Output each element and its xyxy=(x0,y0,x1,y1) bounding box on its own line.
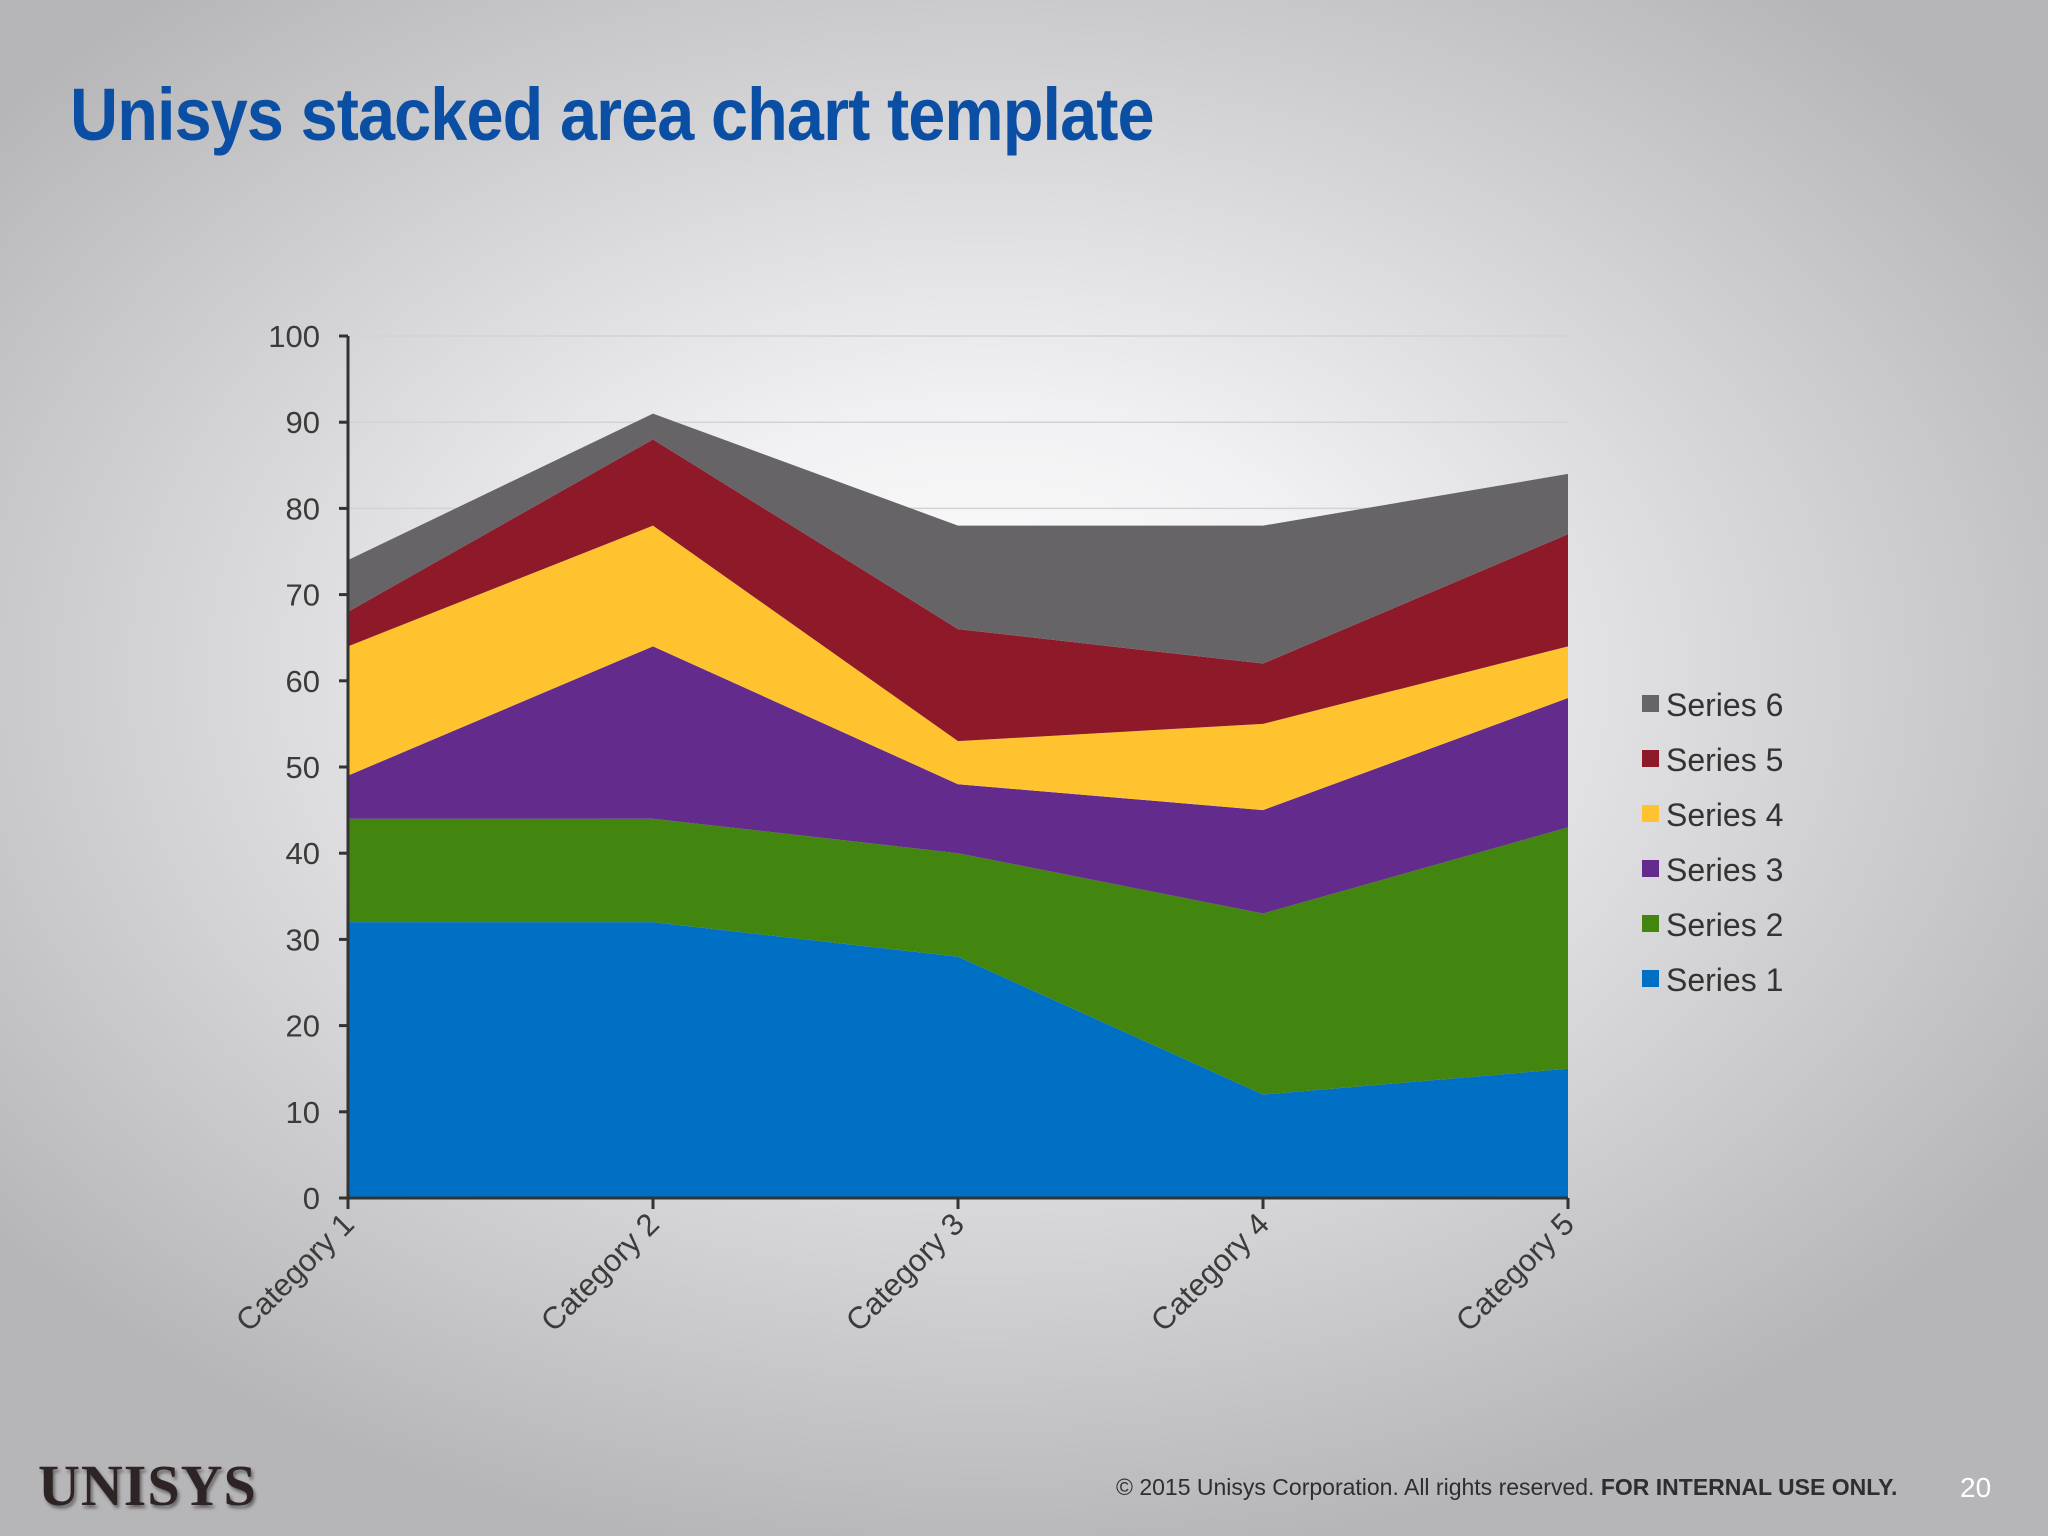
legend-label: Series 6 xyxy=(1666,687,1783,723)
legend-swatch xyxy=(1642,750,1659,767)
y-tick-label: 100 xyxy=(268,319,320,354)
x-category-label: Category 5 xyxy=(1449,1206,1581,1338)
legend-swatch xyxy=(1642,860,1659,877)
area-series-5 xyxy=(348,439,1568,742)
x-category-label: Category 3 xyxy=(839,1206,971,1338)
y-tick-label: 0 xyxy=(303,1181,320,1216)
area-series-1 xyxy=(348,922,1568,1198)
area-series xyxy=(348,413,1568,1198)
footer-internal-use: FOR INTERNAL USE ONLY. xyxy=(1600,1474,1898,1500)
legend: Series 6 Series 5 Series 4 Series 3 Series 2… xyxy=(1642,687,1783,998)
x-category-label: Category 4 xyxy=(1144,1206,1276,1338)
legend-label: Series 1 xyxy=(1666,962,1783,998)
y-tick-label: 50 xyxy=(286,750,320,785)
legend-swatch xyxy=(1642,695,1659,712)
area-series-6 xyxy=(348,413,1568,664)
unisys-logo: UNISYS xyxy=(38,1453,257,1518)
legend-label: Series 3 xyxy=(1666,852,1783,888)
page-number: 20 xyxy=(1960,1472,1992,1503)
legend-swatch xyxy=(1642,805,1659,822)
y-tick-label: 10 xyxy=(286,1095,320,1130)
y-tick-label: 90 xyxy=(286,405,320,440)
footer-copyright: © 2015 Unisys Corporation. All rights re… xyxy=(1116,1474,1897,1501)
x-category-label: Category 1 xyxy=(229,1206,361,1338)
legend-label: Series 4 xyxy=(1666,797,1783,833)
slide-title: Unisys stacked area chart template xyxy=(70,73,1155,156)
y-tick-label: 80 xyxy=(286,491,320,526)
y-tick-label: 70 xyxy=(286,578,320,613)
y-tick-label: 20 xyxy=(286,1009,320,1044)
legend-swatch xyxy=(1642,915,1659,932)
footer-copyright-text: © 2015 Unisys Corporation. All rights re… xyxy=(1116,1474,1595,1500)
legend-label: Series 5 xyxy=(1666,742,1783,778)
area-series-2 xyxy=(348,818,1568,1095)
area-series-3 xyxy=(348,646,1568,914)
x-category-label: Category 2 xyxy=(534,1206,666,1338)
y-tick-label: 40 xyxy=(286,836,320,871)
y-tick-label: 60 xyxy=(286,664,320,699)
area-series-4 xyxy=(348,525,1568,811)
legend-label: Series 2 xyxy=(1666,907,1783,943)
legend-swatch xyxy=(1642,970,1659,987)
y-tick-label: 30 xyxy=(286,922,320,957)
